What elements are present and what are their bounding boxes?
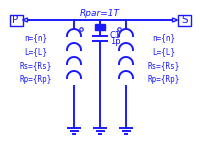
Text: C1: C1 bbox=[110, 30, 121, 39]
Text: Rpar=1T: Rpar=1T bbox=[80, 9, 120, 17]
Text: S: S bbox=[182, 15, 188, 25]
Polygon shape bbox=[22, 18, 28, 22]
Text: n={n}: n={n} bbox=[24, 33, 48, 42]
Text: n={n}: n={n} bbox=[152, 33, 176, 42]
Text: 1p: 1p bbox=[110, 37, 121, 47]
FancyBboxPatch shape bbox=[178, 15, 190, 26]
Polygon shape bbox=[172, 18, 178, 22]
Text: L={L}: L={L} bbox=[152, 47, 176, 56]
Text: Rs={Rs}: Rs={Rs} bbox=[20, 61, 52, 70]
Text: Rs={Rs}: Rs={Rs} bbox=[148, 61, 180, 70]
Polygon shape bbox=[95, 24, 105, 30]
Text: L={L}: L={L} bbox=[24, 47, 48, 56]
Text: Rp={Rp}: Rp={Rp} bbox=[148, 75, 180, 84]
Text: P: P bbox=[12, 15, 18, 25]
Text: Rp={Rp}: Rp={Rp} bbox=[20, 75, 52, 84]
FancyBboxPatch shape bbox=[10, 15, 22, 26]
